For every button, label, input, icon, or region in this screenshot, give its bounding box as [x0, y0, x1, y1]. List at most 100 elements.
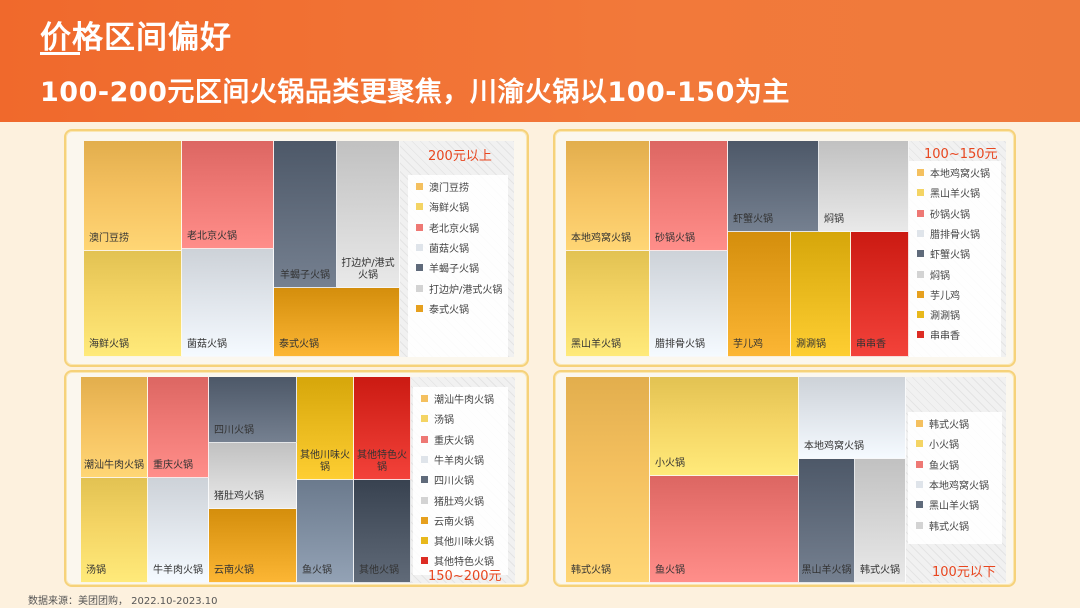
legend-label: 焖锅 [930, 270, 950, 282]
legend-swatch [416, 264, 423, 272]
tile-label: 本地鸡窝火锅 [571, 233, 631, 244]
legend-swatch [421, 415, 428, 423]
title-underline [40, 52, 80, 55]
legend-swatch [916, 480, 923, 488]
legend: 潮汕牛肉火锅 汤锅 重庆火锅 牛羊肉火锅 四川火锅 猪肚鸡火锅 云南火锅 其他川味火锅 其他特色… [413, 387, 508, 575]
legend-label: 腊排骨火锅 [930, 229, 980, 241]
legend-swatch [421, 395, 428, 402]
legend-item: 焖锅 [917, 267, 950, 282]
treemap-tile: 韩式火锅 [566, 377, 650, 583]
legend-label: 黑山羊火锅 [930, 189, 980, 201]
treemap-tile: 串串香 [851, 232, 909, 357]
legend-swatch [916, 440, 923, 448]
legend-item: 鱼火锅 [916, 457, 959, 472]
legend-item: 潮汕牛肉火锅 [421, 391, 494, 406]
treemap-tile: 焖锅 [819, 141, 909, 232]
legend-swatch [416, 223, 423, 231]
treemap-tile: 汤锅 [81, 478, 148, 583]
legend-swatch [916, 501, 923, 509]
price-range-label: 100元以下 [932, 565, 996, 580]
tile-label: 焖锅 [824, 214, 844, 225]
tile-label: 牛羊肉火锅 [153, 565, 203, 576]
treemap-tile: 黑山羊火锅 [566, 251, 650, 357]
legend-swatch [917, 189, 924, 197]
legend-swatch [917, 311, 924, 319]
legend-swatch [416, 284, 423, 292]
panel-100-below: 韩式火锅 小火锅 鱼火锅 本地鸡窝火锅 黑山羊火锅 韩式火锅 韩式火锅 小火锅 鱼火锅 本地鸡窝火… [553, 370, 1016, 587]
legend-item: 串串香 [917, 327, 960, 342]
legend-label: 猪肚鸡火锅 [434, 496, 484, 508]
legend-item: 重庆火锅 [421, 432, 474, 447]
tile-label: 芋儿鸡 [733, 339, 763, 350]
legend-item: 本地鸡窝火锅 [916, 477, 989, 492]
tile-label: 羊蝎子火锅 [280, 270, 330, 281]
treemap-tile: 云南火锅 [209, 509, 297, 583]
legend-label: 小火锅 [929, 440, 959, 452]
legend-swatch [421, 455, 428, 463]
treemap-100-150: 本地鸡窝火锅 黑山羊火锅 砂锅火锅 腊排骨火锅 虾蟹火锅 焖锅 芋儿鸡 涮涮锅 串串香 本地鸡窝火… [566, 141, 1006, 357]
treemap-tile: 芋儿鸡 [728, 232, 791, 357]
legend-item: 黑山羊火锅 [916, 497, 979, 512]
legend-item: 韩式火锅 [916, 416, 969, 431]
legend-swatch [917, 331, 924, 339]
tile-label: 其他火锅 [359, 565, 399, 576]
legend-label: 本地鸡窝火锅 [930, 169, 990, 180]
tile-label: 韩式火锅 [571, 565, 611, 576]
legend-item: 海鲜火锅 [416, 199, 469, 214]
legend-swatch [416, 304, 423, 312]
treemap-tile: 小火锅 [650, 377, 799, 476]
tile-label: 砂锅火锅 [655, 233, 695, 244]
treemap-tile: 牛羊肉火锅 [148, 478, 209, 583]
legend-item: 本地鸡窝火锅 [917, 165, 990, 180]
legend: 澳门豆捞 海鲜火锅 老北京火锅 菌菇火锅 羊蝎子火锅 打边炉/港式火锅 泰式火锅 [408, 175, 508, 357]
legend-label: 虾蟹火锅 [930, 250, 970, 262]
legend-swatch [916, 460, 923, 468]
tile-label: 黑山羊火锅 [801, 565, 852, 576]
treemap-tile: 虾蟹火锅 [728, 141, 819, 232]
treemap-tile: 涮涮锅 [791, 232, 851, 357]
treemap-100-below: 韩式火锅 小火锅 鱼火锅 本地鸡窝火锅 黑山羊火锅 韩式火锅 韩式火锅 小火锅 鱼火锅 本地鸡窝火… [566, 377, 1006, 583]
tile-label: 猪肚鸡火锅 [214, 491, 264, 502]
legend-label: 重庆火锅 [434, 435, 474, 447]
tile-label: 其他川味火锅 [300, 450, 350, 473]
treemap-tile: 泰式火锅 [274, 288, 400, 357]
legend-label: 鱼火锅 [929, 460, 959, 472]
treemap-tile: 其他川味火锅 [297, 377, 354, 480]
panel-100-150: 本地鸡窝火锅 黑山羊火锅 砂锅火锅 腊排骨火锅 虾蟹火锅 焖锅 芋儿鸡 涮涮锅 串串香 本地鸡窝火… [553, 129, 1016, 367]
legend-item: 其他特色火锅 [421, 553, 494, 568]
legend: 本地鸡窝火锅 黑山羊火锅 砂锅火锅 腊排骨火锅 虾蟹火锅 焖锅 芋儿鸡 涮涮锅 串串香 [909, 161, 1001, 357]
legend-label: 牛羊肉火锅 [434, 455, 484, 467]
header-banner: 价格区间偏好 100-200元区间火锅品类更聚焦，川渝火锅以100-150为主 [0, 0, 1080, 122]
legend-swatch [917, 270, 924, 278]
price-range-label: 200元以上 [428, 149, 492, 164]
legend-item: 腊排骨火锅 [917, 226, 980, 241]
legend-item: 汤锅 [421, 411, 454, 427]
legend-swatch [421, 516, 428, 524]
legend-label: 老北京火锅 [429, 223, 479, 235]
tile-label: 黑山羊火锅 [571, 339, 621, 350]
legend-item: 芋儿鸡 [917, 287, 960, 302]
treemap-tile: 重庆火锅 [148, 377, 209, 478]
tile-label: 鱼火锅 [655, 565, 685, 576]
legend-item: 韩式火锅 [916, 518, 969, 533]
legend-item: 澳门豆捞 [416, 179, 469, 194]
treemap-tile: 潮汕牛肉火锅 [81, 377, 148, 478]
tile-label: 四川火锅 [214, 425, 254, 436]
treemap-tile: 腊排骨火锅 [650, 251, 728, 357]
legend-swatch [416, 243, 423, 251]
tile-label: 潮汕牛肉火锅 [84, 460, 144, 471]
legend-swatch [421, 557, 428, 565]
price-range-label: 150~200元 [428, 569, 502, 584]
legend-item: 牛羊肉火锅 [421, 452, 484, 467]
tile-label: 腊排骨火锅 [655, 339, 705, 350]
treemap-tile: 四川火锅 [209, 377, 297, 443]
legend-swatch [916, 521, 923, 529]
legend-swatch [917, 229, 924, 237]
legend-label: 潮汕牛肉火锅 [434, 395, 494, 406]
treemap-tile: 本地鸡窝火锅 [566, 141, 650, 251]
legend-label: 汤锅 [434, 415, 454, 427]
legend-item: 菌菇火锅 [416, 240, 469, 255]
legend-item: 猪肚鸡火锅 [421, 493, 484, 508]
treemap-tile: 韩式火锅 [855, 459, 906, 583]
legend-label: 韩式火锅 [929, 521, 969, 533]
